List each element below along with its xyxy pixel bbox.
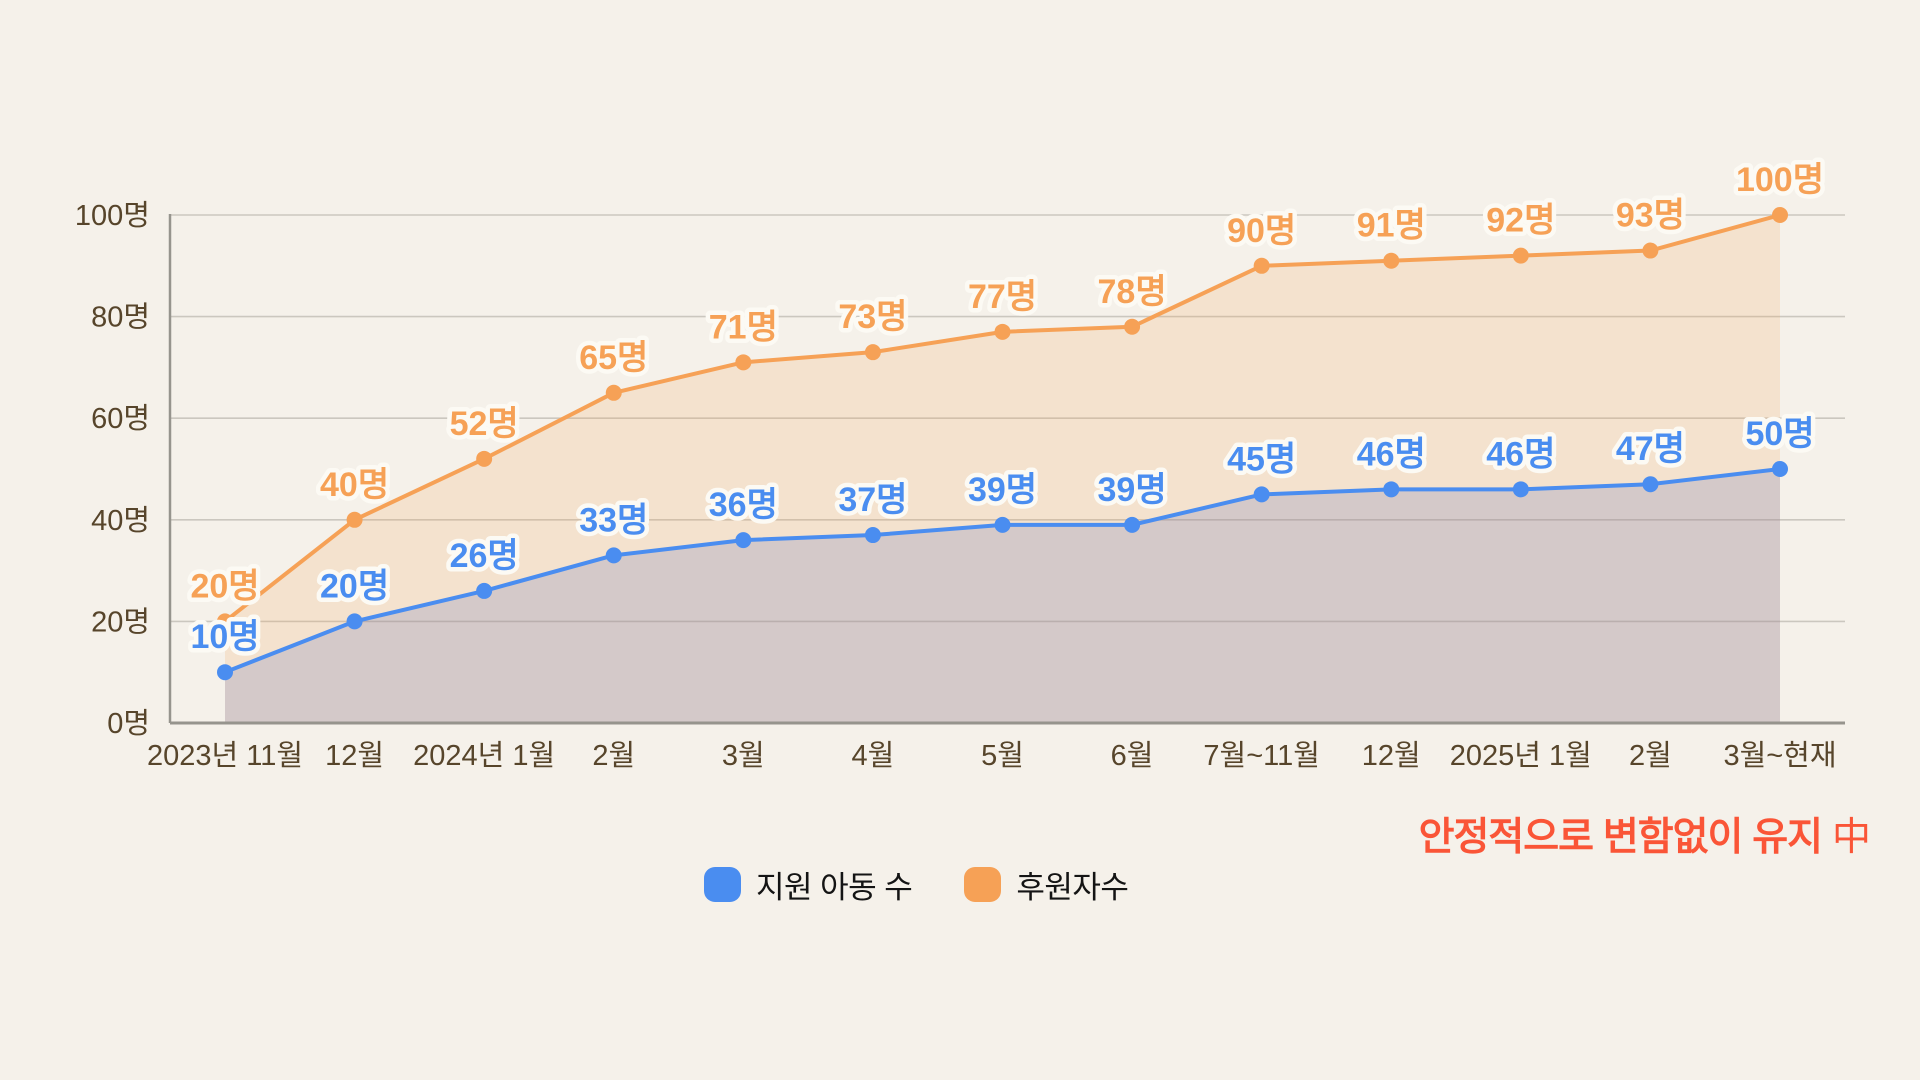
data-point <box>994 323 1011 340</box>
annotation-suffix: 中 <box>1831 816 1871 859</box>
legend-swatch-blue <box>704 867 741 902</box>
area-sponsors <box>225 215 1780 723</box>
x-axis-tick: 2월 <box>592 739 635 772</box>
data-label: 90명 <box>1227 212 1296 250</box>
data-label: 73명 <box>838 298 907 336</box>
data-point <box>1772 461 1788 477</box>
data-point <box>994 516 1011 533</box>
y-axis-tick: 0명 <box>107 708 150 740</box>
data-label: 46명 <box>1357 435 1426 473</box>
data-label: 71명 <box>709 308 778 346</box>
data-point <box>1642 476 1659 493</box>
data-label: 33명 <box>579 501 648 539</box>
data-label: 45명 <box>1227 440 1296 478</box>
legend-label: 후원자수 <box>1016 870 1129 905</box>
data-point <box>346 511 363 528</box>
data-label: 77명 <box>968 278 1037 316</box>
data-label: 52명 <box>450 405 519 443</box>
x-axis-tick: 2023년 11월 <box>147 739 303 772</box>
data-point <box>1642 242 1659 259</box>
x-axis-tick: 4월 <box>852 739 895 772</box>
x-axis-tick: 7월~11월 <box>1203 739 1320 772</box>
legend-item-children: 지원 아동 수 <box>704 862 913 907</box>
data-label: 46명 <box>1486 435 1555 473</box>
data-label: 47명 <box>1616 430 1685 468</box>
data-point <box>217 613 233 630</box>
data-label: 10명 <box>190 618 259 656</box>
data-point <box>1253 257 1270 274</box>
annotation-text: 안정적으로 변함없이 유지 <box>1418 816 1823 859</box>
x-axis-tick: 12월 <box>1362 739 1421 772</box>
data-label: 93명 <box>1616 197 1685 235</box>
annotation: 안정적으로 변함없이 유지 中 <box>1418 806 1871 862</box>
data-label: 91명 <box>1357 207 1426 245</box>
data-point <box>864 344 881 361</box>
data-label: 39명 <box>968 471 1037 509</box>
data-point <box>1253 486 1270 503</box>
y-axis-tick: 60명 <box>91 403 150 435</box>
data-label: 36명 <box>709 486 778 524</box>
data-label: 37명 <box>838 481 907 519</box>
x-axis-tick: 2025년 1월 <box>1450 739 1592 772</box>
data-label: 26명 <box>450 537 519 575</box>
data-label: 20명 <box>320 567 389 605</box>
data-point <box>1124 318 1141 335</box>
legend-item-sponsors: 후원자수 <box>964 862 1129 907</box>
x-axis-tick: 3월 <box>722 739 765 772</box>
data-point <box>1512 247 1529 264</box>
data-label: 78명 <box>1098 273 1167 311</box>
data-point <box>1512 481 1529 498</box>
legend-swatch-orange <box>964 867 1002 902</box>
data-label: 92명 <box>1486 202 1555 240</box>
x-axis-tick: 2월 <box>1629 739 1672 772</box>
data-point <box>605 384 622 401</box>
x-axis-tick: 5월 <box>981 739 1024 772</box>
data-label: 39명 <box>1098 471 1167 509</box>
data-label: 100명 <box>1736 161 1824 199</box>
y-axis-tick: 80명 <box>91 302 150 334</box>
x-axis-tick: 2024년 1월 <box>413 739 555 772</box>
data-point <box>864 527 881 544</box>
area-children <box>225 469 1780 723</box>
data-label: 50명 <box>1745 415 1814 453</box>
data-point <box>1383 481 1400 498</box>
data-label: 40명 <box>320 466 389 504</box>
legend-label: 지원 아동 수 <box>756 870 913 905</box>
data-point <box>217 664 233 681</box>
x-axis-tick: 3월~현재 <box>1723 739 1836 772</box>
y-axis-tick: 100명 <box>75 200 150 232</box>
data-point <box>1124 516 1141 533</box>
data-point <box>1383 252 1400 269</box>
x-axis-tick: 12월 <box>325 739 384 772</box>
data-label: 20명 <box>190 567 259 605</box>
y-axis-tick: 40명 <box>91 505 150 537</box>
y-axis-tick: 20명 <box>91 606 150 638</box>
data-point <box>476 450 493 467</box>
data-point <box>346 613 363 630</box>
data-point <box>605 547 622 564</box>
data-point <box>735 532 752 549</box>
data-point <box>1772 207 1788 223</box>
data-point <box>476 582 493 599</box>
data-point <box>735 354 752 371</box>
chart-legend: 지원 아동 수 후원자수 <box>704 862 1129 907</box>
x-axis-tick: 6월 <box>1111 739 1154 772</box>
data-label: 65명 <box>579 339 648 377</box>
